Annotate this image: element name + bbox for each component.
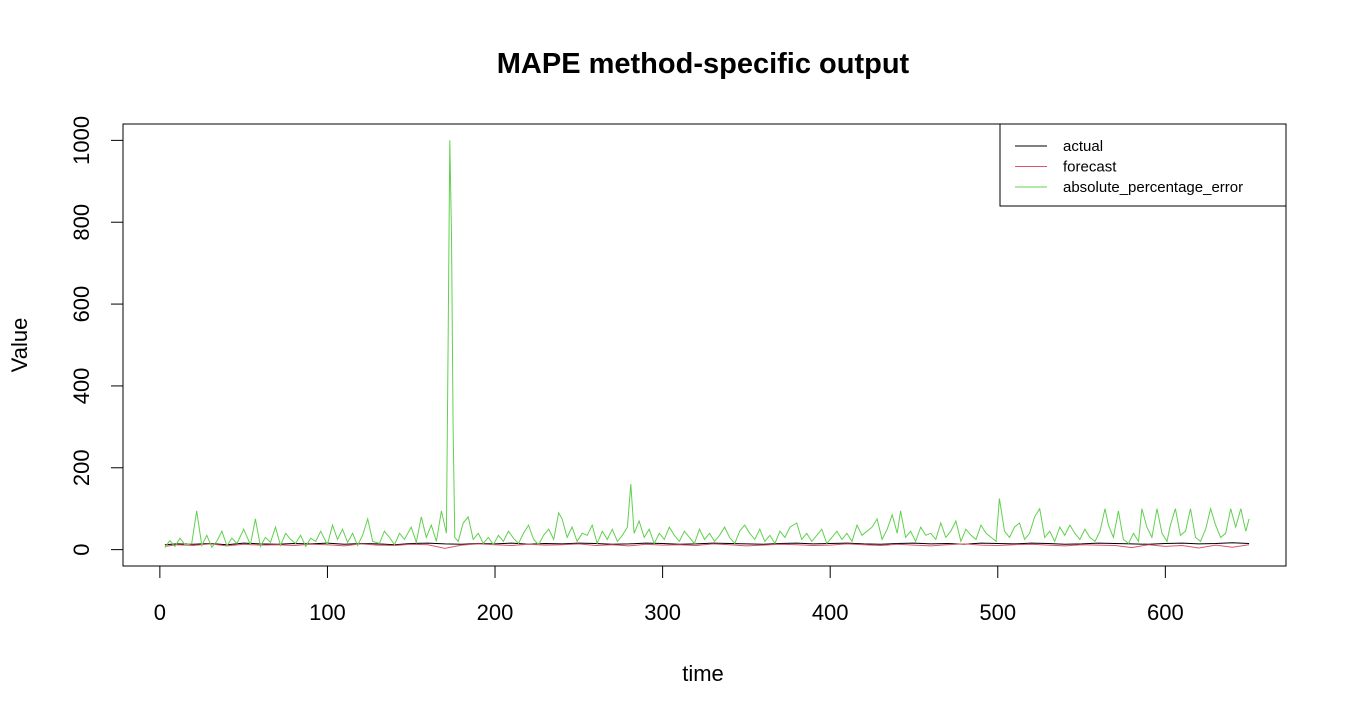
legend-label-absolute-percentage-error: absolute_percentage_error [1063, 179, 1243, 196]
x-tick-label: 0 [154, 600, 166, 625]
y-tick-label: 400 [69, 368, 94, 405]
legend-box [999, 123, 1287, 207]
x-tick-label: 200 [477, 600, 514, 625]
chart-title: MAPE method-specific output [497, 48, 910, 80]
y-tick-label: 200 [69, 449, 94, 486]
series-line-actual [164, 542, 1250, 546]
legend-label-actual: actual [1063, 138, 1103, 155]
y-tick-label: 600 [69, 286, 94, 323]
legend: actual forecast absolute_percentage_error [999, 123, 1287, 207]
series-layer [164, 140, 1250, 549]
y-tick-label: 1000 [69, 116, 94, 165]
x-tick-label: 500 [979, 600, 1016, 625]
y-tick-label: 800 [69, 204, 94, 241]
series-line-absolute-percentage-error [164, 140, 1250, 549]
x-tick-label: 100 [309, 600, 346, 625]
x-axis: 0 100 200 300 400 500 600 [154, 565, 1184, 625]
y-axis-label: Value [7, 318, 32, 373]
y-tick-label: 0 [69, 544, 94, 556]
series-line-forecast [164, 543, 1250, 549]
y-axis: 0 200 400 600 800 1000 [69, 116, 124, 556]
x-axis-label: time [682, 661, 724, 686]
x-tick-label: 300 [644, 600, 681, 625]
legend-label-forecast: forecast [1063, 159, 1117, 176]
x-tick-label: 400 [812, 600, 849, 625]
x-tick-label: 600 [1147, 600, 1184, 625]
